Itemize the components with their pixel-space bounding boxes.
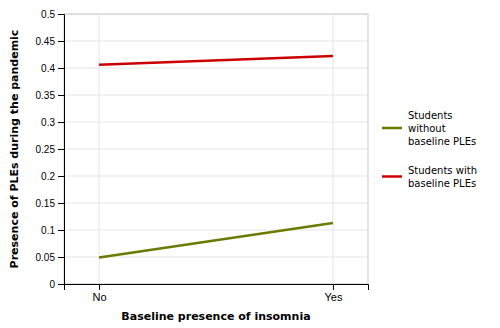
grid-line-x [332, 14, 333, 284]
grid-line-y [64, 68, 368, 69]
legend-label: Students withbaseline PLEs [408, 165, 477, 189]
y-tick: 0.3 [41, 117, 64, 128]
y-tick-mark [58, 95, 64, 96]
y-tick-label: 0.05 [36, 252, 56, 263]
y-tick-label: 0 [49, 279, 55, 290]
grid-line-y [64, 41, 368, 42]
y-tick-mark [58, 149, 64, 150]
y-tick-mark [58, 257, 64, 258]
y-tick-mark [58, 41, 64, 42]
grid-line-y [64, 176, 368, 177]
y-tick-label: 0.3 [41, 117, 55, 128]
grid [64, 14, 368, 284]
legend-entry: Students withbaseline PLEs [382, 165, 477, 189]
y-tick-label: 0.35 [36, 90, 56, 101]
legend-entry: Studentswithoutbaseline PLEs [382, 110, 476, 147]
lines [99, 56, 333, 257]
y-tick-mark [58, 68, 64, 69]
plot-area: 0 0.05 0.1 0.15 0.2 0.25 0.3 0.35 0.4 0.45 0.5 No Ye… [36, 9, 369, 303]
y-tick-label: 0.5 [41, 9, 55, 20]
x-tick-mark [99, 284, 100, 290]
grid-line-y [64, 230, 368, 231]
legend: Studentswithoutbaseline PLEs Students wit… [382, 110, 477, 189]
y-tick: 0.15 [36, 198, 64, 209]
y-tick-label: 0.45 [36, 36, 56, 47]
y-axis: 0 0.05 0.1 0.15 0.2 0.25 0.3 0.35 0.4 0.45 0.5 [36, 9, 65, 290]
x-tick-mark [333, 284, 334, 290]
x-tick: Yes [324, 284, 342, 303]
y-tick: 0.25 [36, 144, 64, 155]
x-tick-label: Yes [324, 291, 342, 303]
y-tick-mark [58, 176, 64, 177]
x-tick: No [93, 284, 107, 303]
y-tick-mark [58, 284, 64, 285]
x-tick-label: No [93, 291, 107, 303]
y-tick-mark [58, 122, 64, 123]
grid-line-y [64, 95, 368, 96]
y-tick: 0 [49, 279, 64, 290]
chart: 0 0.05 0.1 0.15 0.2 0.25 0.3 0.35 0.4 0.45 0.5 No Ye… [0, 0, 500, 328]
y-axis-title: Presence of PLEs during the pandemic [8, 30, 21, 269]
y-axis-line [58, 15, 65, 285]
y-tick-label: 0.25 [36, 144, 56, 155]
legend-swatch [382, 127, 402, 130]
plot-frame [64, 14, 368, 284]
y-tick-mark [58, 230, 64, 231]
series-line [99, 223, 333, 258]
x-axis: No Yes [65, 284, 369, 303]
y-tick-mark [58, 14, 64, 15]
y-tick-label: 0.15 [36, 198, 56, 209]
grid-line-y [64, 203, 368, 204]
grid-line-y [64, 149, 368, 150]
y-tick: 0.1 [41, 225, 64, 236]
y-tick-label: 0.2 [41, 171, 55, 182]
y-tick: 0.05 [36, 252, 64, 263]
y-tick: 0.5 [41, 9, 64, 20]
legend-label: Studentswithoutbaseline PLEs [408, 110, 476, 147]
grid-line-y [64, 122, 368, 123]
y-tick-label: 0.4 [41, 63, 55, 74]
series-line [99, 56, 333, 65]
y-tick: 0.45 [36, 36, 64, 47]
grid-line-x [99, 14, 100, 284]
y-tick: 0.35 [36, 90, 64, 101]
x-axis-line [65, 285, 369, 291]
x-axis-title: Baseline presence of insomnia [121, 310, 310, 323]
y-tick: 0.4 [41, 63, 64, 74]
y-tick-mark [58, 203, 64, 204]
y-tick-label: 0.1 [41, 225, 55, 236]
legend-swatch [382, 175, 402, 178]
y-tick: 0.2 [41, 171, 64, 182]
